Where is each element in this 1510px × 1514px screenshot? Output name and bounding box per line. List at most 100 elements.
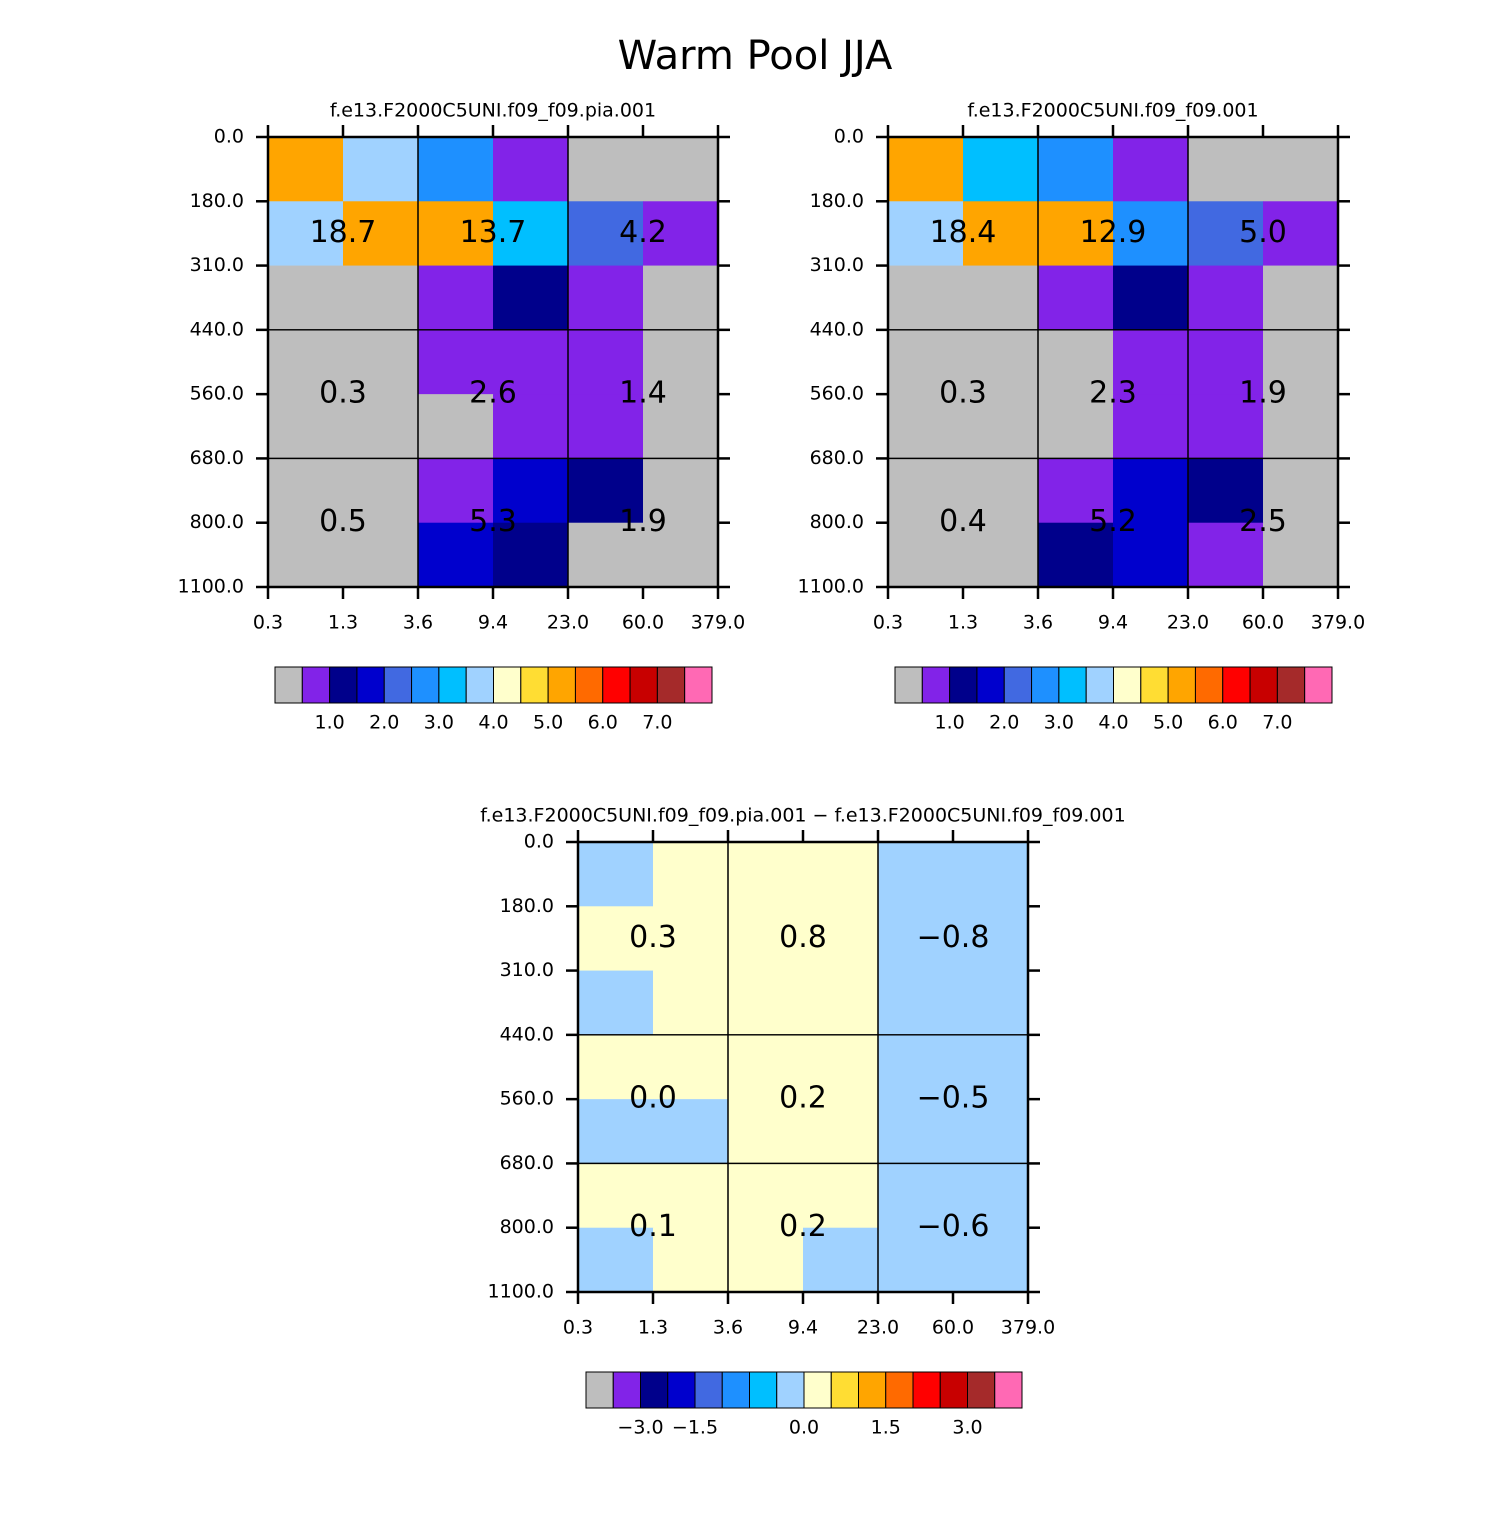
colorbar-box: [667, 1371, 696, 1409]
cell: [343, 137, 419, 202]
cell: [728, 1034, 804, 1100]
colorbar-box: [885, 1371, 914, 1409]
colorbar-label: 1.0: [935, 712, 965, 734]
colorbar-box: [465, 666, 494, 704]
colorbar-label: 5.0: [1153, 712, 1183, 734]
block-label: 1.9: [619, 504, 667, 539]
cell: [1113, 522, 1189, 588]
cell: [728, 1227, 804, 1293]
cell: [728, 1163, 804, 1229]
cell: [1263, 329, 1339, 395]
cell: [953, 1163, 1029, 1229]
cell: [1188, 265, 1264, 331]
cell: [418, 329, 494, 395]
colorbar-box: [640, 1371, 669, 1409]
block-label: 13.7: [460, 215, 527, 250]
x-tick-label: 0.3: [873, 612, 903, 634]
block-label: 18.4: [930, 215, 997, 250]
cell: [963, 201, 1039, 267]
cell: [578, 1163, 654, 1229]
y-tick-label: 800.0: [190, 511, 244, 533]
colorbar-box: [612, 1371, 641, 1409]
colorbar-box: [776, 1371, 805, 1409]
cell: [1188, 458, 1264, 524]
colorbar-box: [1113, 666, 1142, 704]
cell: [963, 329, 1039, 395]
cell: [1263, 522, 1339, 588]
y-tick-label: 800.0: [810, 511, 864, 533]
cell: [888, 329, 964, 395]
cell: [653, 1099, 729, 1164]
colorbar-box: [493, 666, 522, 704]
cell: [578, 1227, 654, 1293]
cell: [803, 906, 879, 972]
colorbar-box: [356, 666, 385, 704]
colorbar-box: [939, 1371, 968, 1409]
cell: [653, 1034, 729, 1100]
colorbar-box: [602, 666, 631, 704]
y-tick-label: 680.0: [810, 447, 864, 469]
cell: [728, 1099, 804, 1164]
colorbar-box: [301, 666, 331, 704]
x-tick-label: 60.0: [1242, 612, 1284, 634]
y-tick-label: 180.0: [500, 895, 554, 917]
cell: [568, 458, 644, 524]
cell: [343, 201, 419, 267]
cell: [418, 394, 494, 459]
cell: [1038, 137, 1114, 202]
y-tick-label: 680.0: [190, 447, 244, 469]
cell: [1038, 329, 1114, 395]
cell: [803, 1227, 879, 1293]
colorbar-box: [1222, 666, 1251, 704]
y-tick-label: 180.0: [190, 190, 244, 212]
colorbar-box: [1058, 666, 1087, 704]
y-tick-label: 800.0: [500, 1216, 554, 1238]
cell: [268, 522, 344, 588]
colorbar-box: [749, 1371, 778, 1409]
colorbar-box: [438, 666, 467, 704]
x-tick-label: 1.3: [328, 612, 358, 634]
cell: [1188, 329, 1264, 395]
block-label: 0.8: [779, 920, 827, 955]
cell: [643, 394, 719, 459]
colorbar-box: [949, 666, 978, 704]
cell: [1263, 137, 1339, 202]
cell: [343, 329, 419, 395]
block-label: 0.2: [779, 1081, 827, 1116]
block-label: 5.0: [1239, 215, 1287, 250]
colorbar-box: [976, 666, 1005, 704]
cell: [643, 458, 719, 524]
cell: [1263, 394, 1339, 459]
y-tick-label: 440.0: [190, 318, 244, 340]
cell: [343, 265, 419, 331]
colorbar-box: [1276, 666, 1306, 704]
y-tick-label: 0.0: [834, 126, 864, 148]
cell: [963, 265, 1039, 331]
cell: [803, 1099, 879, 1164]
cell: [888, 522, 964, 588]
cell: [953, 906, 1029, 972]
block-label: 1.4: [619, 376, 667, 411]
x-tick-label: 0.3: [563, 1317, 593, 1339]
cell: [268, 329, 344, 395]
x-tick-label: 3.6: [403, 612, 433, 634]
block-label: 0.3: [629, 920, 677, 955]
y-tick-label: 0.0: [524, 831, 554, 853]
colorbar-label: 3.0: [424, 712, 454, 734]
x-tick-label: 0.3: [253, 612, 283, 634]
colorbar-box: [912, 1371, 941, 1409]
cell: [568, 522, 644, 588]
cell: [493, 458, 569, 524]
x-tick-label: 1.3: [948, 612, 978, 634]
colorbar-box: [1249, 666, 1278, 704]
cell: [953, 842, 1029, 907]
block-label: 0.1: [629, 1209, 677, 1244]
cell: [268, 265, 344, 331]
colorbar-box: [967, 1371, 996, 1409]
colorbar-box: [1085, 666, 1114, 704]
colorbar-box: [1167, 666, 1196, 704]
y-tick-label: 1100.0: [798, 576, 864, 598]
y-tick-label: 1100.0: [178, 576, 244, 598]
cell: [953, 1034, 1029, 1100]
